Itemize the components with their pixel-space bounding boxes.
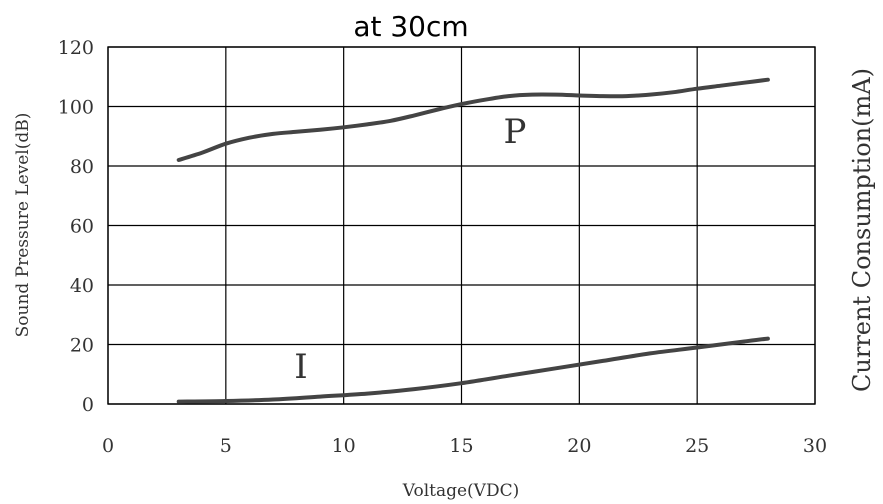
- series-line-p: [176, 77, 770, 162]
- y-tick-label: 80: [70, 156, 94, 178]
- x-axis-label: Voltage(VDC): [402, 481, 519, 501]
- y-tick-label: 20: [70, 335, 94, 357]
- y-tick-label: 100: [58, 97, 94, 119]
- series-group: [176, 77, 770, 404]
- x-tick-label: 15: [449, 435, 473, 457]
- x-tick-labels: 0 5 10 15 20 25 30: [102, 435, 827, 457]
- x-tick-label: 30: [803, 435, 827, 457]
- gridlines: [107, 46, 816, 405]
- y-tick-labels: 0 20 40 60 80 100 120: [58, 37, 94, 416]
- series-line-i: [176, 336, 770, 404]
- y-tick-label: 60: [70, 216, 94, 238]
- y-tick-label: 0: [82, 394, 94, 416]
- x-tick-label: 20: [567, 435, 591, 457]
- plot-frame: [107, 46, 816, 405]
- y-tick-label: 40: [70, 275, 94, 297]
- series-label-p: P: [504, 112, 527, 152]
- y-axis-label: Sound Pressure Level(dB): [13, 113, 33, 338]
- x-tick-label: 10: [332, 435, 356, 457]
- y-axis-label-right: Current Consumption(mA): [848, 68, 876, 392]
- series-label-i: I: [294, 347, 307, 387]
- x-tick-label: 5: [220, 435, 232, 457]
- chart-title: at 30cm: [353, 10, 468, 43]
- x-tick-label: 0: [102, 435, 114, 457]
- y-tick-label: 120: [58, 37, 94, 59]
- x-tick-label: 25: [685, 435, 709, 457]
